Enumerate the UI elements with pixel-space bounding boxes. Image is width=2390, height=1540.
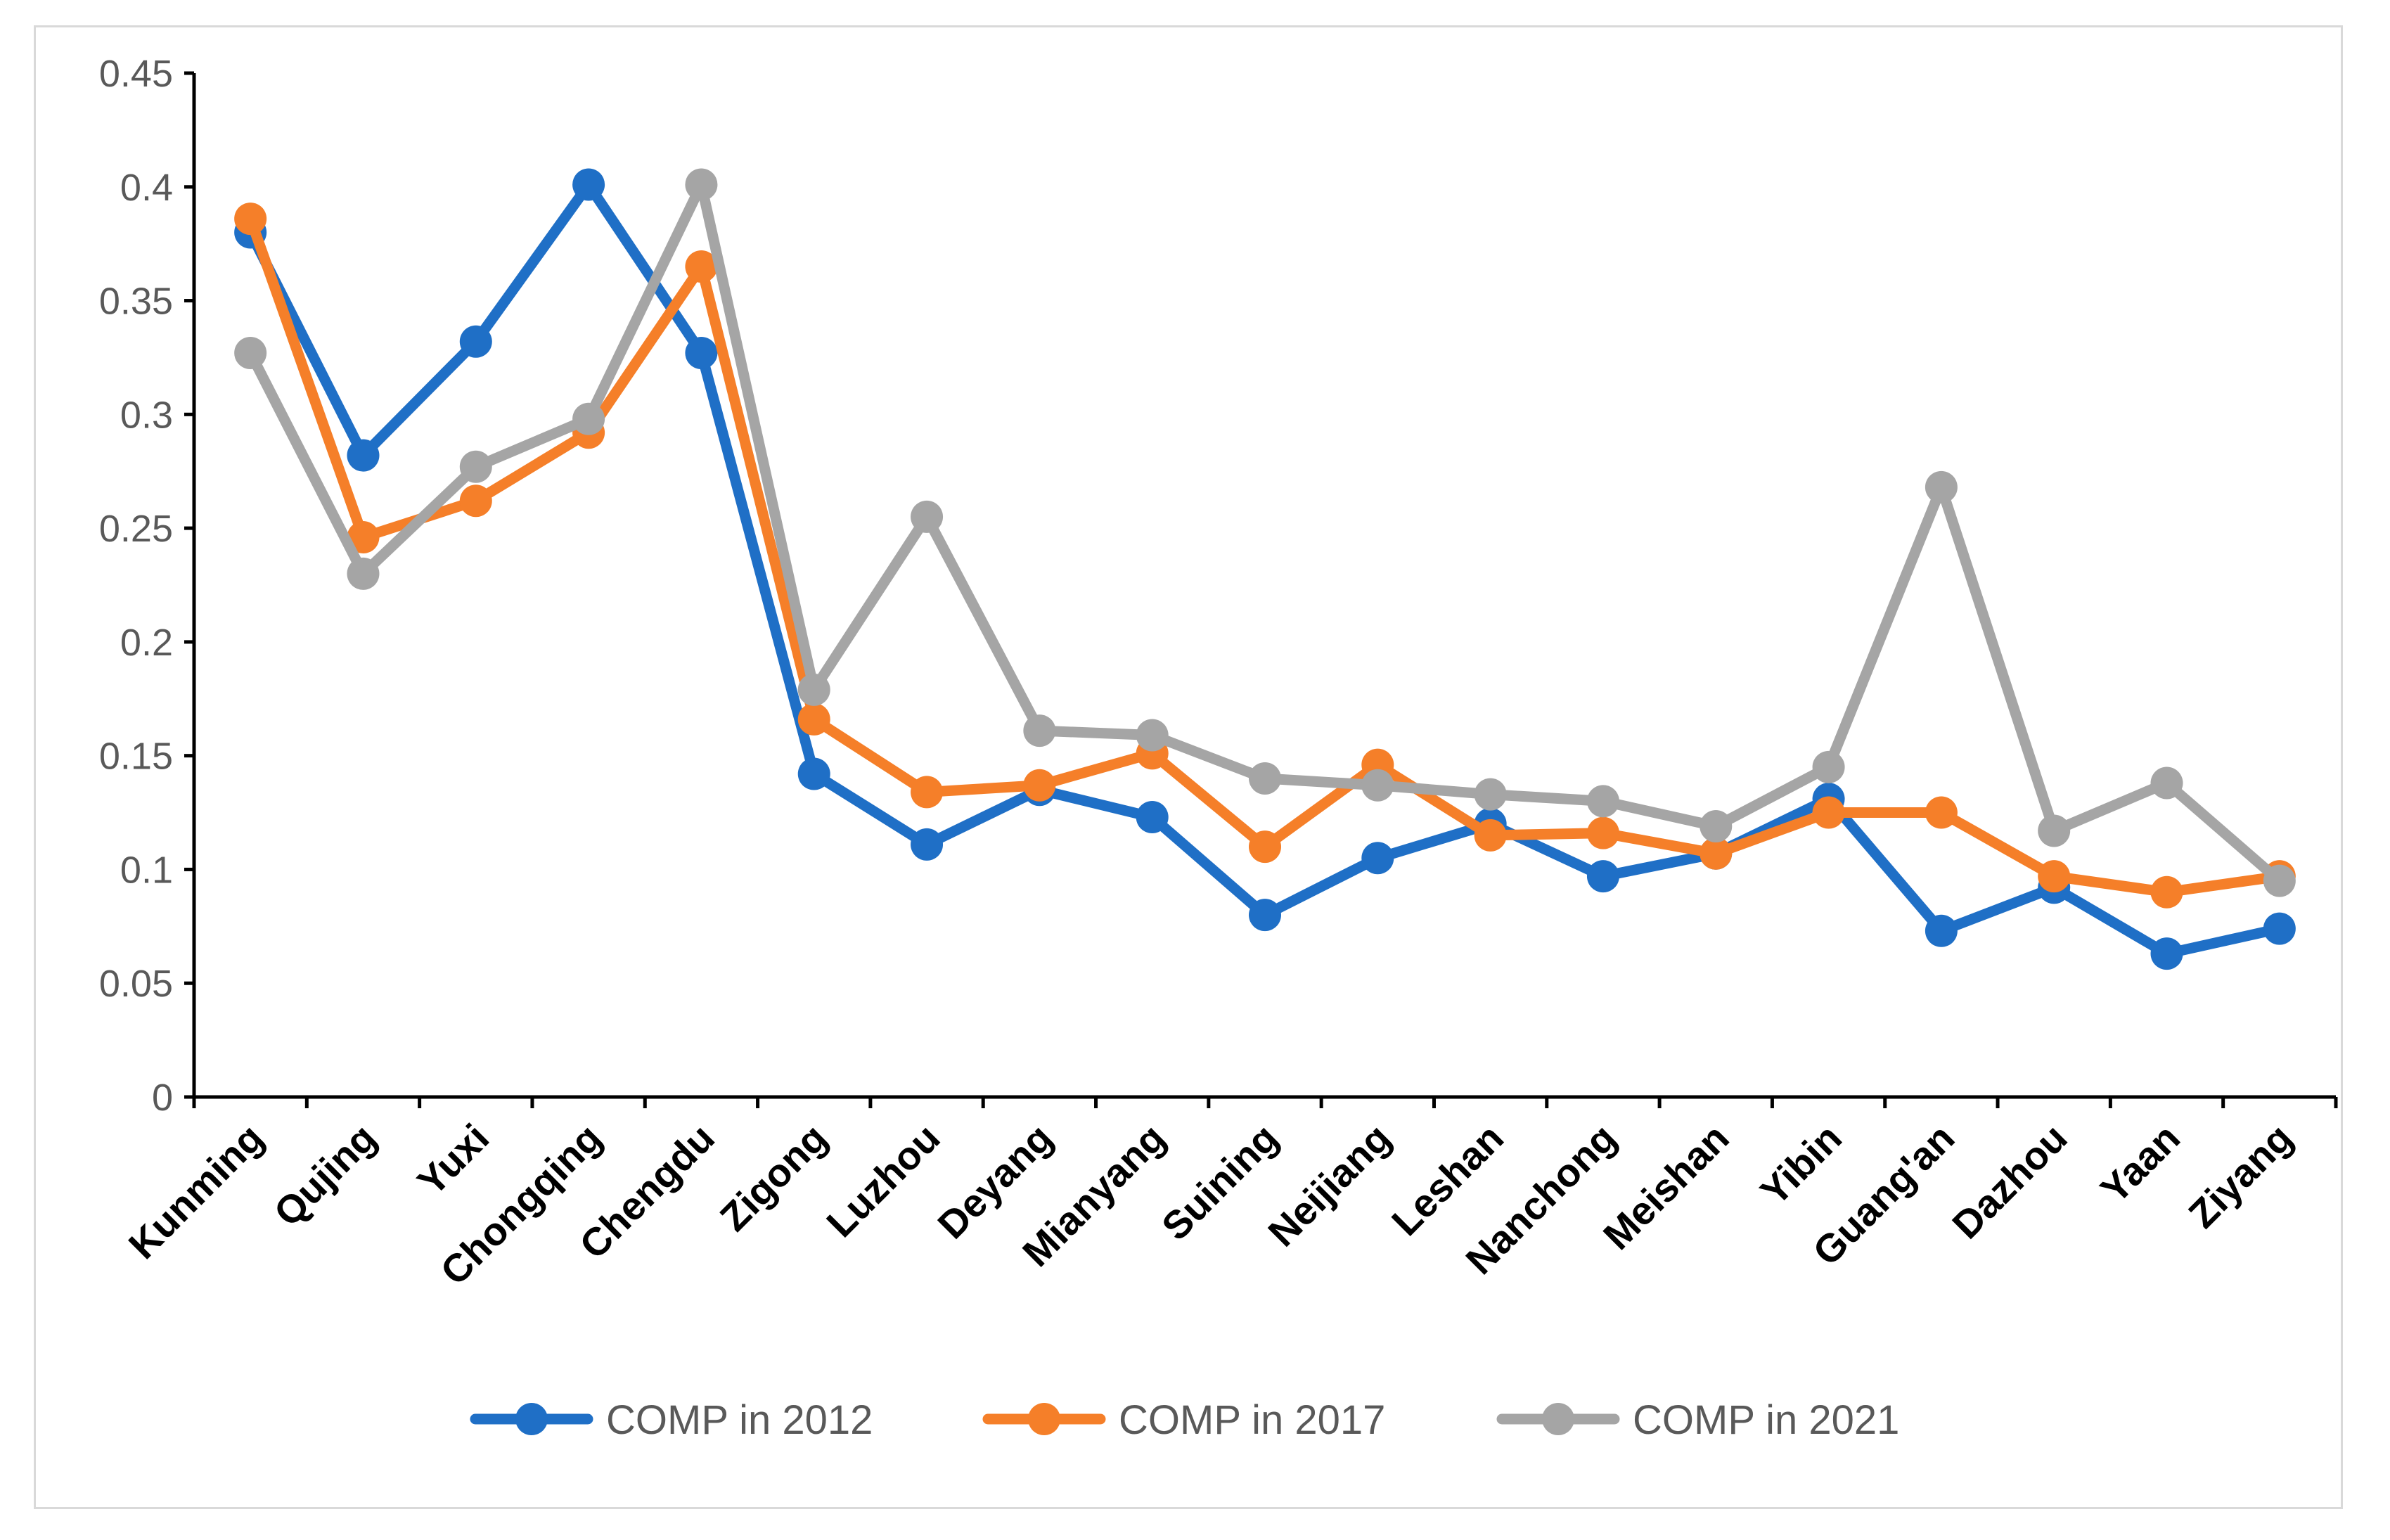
legend-marker [1542, 1403, 1574, 1435]
data-point [1361, 769, 1394, 802]
y-tick-label: 0.3 [120, 394, 173, 436]
data-point [1361, 842, 1394, 875]
x-category-label: Kunming [120, 1115, 272, 1267]
x-category-label: Luzhou [818, 1115, 948, 1245]
data-point [685, 336, 718, 369]
y-tick-label: 0.35 [99, 281, 173, 323]
legend: COMP in 2012 COMP in 2017 COMP in 2021 [470, 1397, 1899, 1443]
y-tick-label: 0.05 [99, 963, 173, 1005]
data-point [685, 168, 718, 201]
legend-marker [515, 1403, 548, 1435]
data-point [1586, 785, 1619, 818]
y-tick-label: 0 [152, 1077, 173, 1119]
data-point [797, 757, 830, 790]
x-category-label: Neijiang [1259, 1115, 1399, 1255]
data-point [1023, 769, 1056, 802]
data-point [347, 557, 380, 590]
legend-marker [1028, 1403, 1060, 1435]
data-point [572, 402, 605, 435]
data-point [572, 168, 605, 201]
data-point [2038, 814, 2071, 847]
data-point [1249, 899, 1281, 932]
data-point [911, 828, 944, 861]
data-point [2038, 860, 2071, 893]
data-point [2263, 912, 2296, 945]
x-category-label: Yibin [1752, 1115, 1850, 1214]
data-point [1925, 470, 1958, 503]
data-point [1812, 796, 1845, 829]
legend-item: COMP in 2021 [1496, 1397, 1899, 1443]
y-tick-label: 0.45 [99, 53, 173, 95]
y-tick-label: 0.4 [120, 167, 173, 209]
data-point [1586, 860, 1619, 893]
axes [192, 73, 2336, 1099]
data-point [1925, 914, 1958, 947]
data-point [2263, 864, 2296, 897]
chart-frame [34, 25, 2343, 1509]
data-point [797, 702, 830, 736]
data-point [1474, 819, 1507, 852]
data-point [234, 336, 267, 369]
data-point [1474, 778, 1507, 811]
data-point [1136, 801, 1169, 834]
y-tick-label: 0.25 [99, 508, 173, 550]
series-2 [234, 203, 2296, 909]
y-tick-label: 0.1 [120, 849, 173, 891]
data-point [1249, 830, 1281, 864]
data-point [911, 500, 944, 533]
data-point [2150, 766, 2183, 800]
data-point [234, 203, 267, 236]
x-category-label: Meishan [1595, 1115, 1737, 1258]
legend-item: COMP in 2012 [470, 1397, 873, 1443]
data-point [2150, 875, 2183, 909]
data-point [1925, 796, 1958, 829]
data-point [347, 439, 380, 472]
data-point [2150, 937, 2183, 970]
data-point [797, 673, 830, 706]
y-tick-label: 0.15 [99, 736, 173, 778]
x-category-label: Yuxi [409, 1115, 497, 1204]
x-category-label: Qujing [265, 1115, 385, 1235]
x-category-label: Dazhou [1944, 1115, 2076, 1247]
legend-label: COMP in 2017 [1119, 1397, 1385, 1443]
series-3 [234, 168, 2296, 897]
legend-label: COMP in 2021 [1633, 1397, 1899, 1443]
series-group [234, 168, 2296, 970]
data-point [685, 250, 718, 283]
y-axis-ticks: 0 0.05 0.1 0.15 0.2 0.25 0.3 0.35 0.4 0.45 [99, 53, 194, 1119]
data-point [347, 521, 380, 554]
legend-item: COMP in 2017 [982, 1397, 1385, 1443]
data-point [459, 325, 492, 358]
data-point [1700, 837, 1733, 870]
data-point [911, 776, 944, 809]
data-point [1700, 809, 1733, 842]
data-point [459, 485, 492, 518]
data-point [1023, 714, 1056, 747]
data-point [1812, 750, 1845, 783]
data-point [459, 450, 492, 483]
x-category-label: Yaan [2092, 1115, 2188, 1212]
x-category-label: Zigong [712, 1115, 835, 1239]
data-point [1136, 719, 1169, 752]
y-tick-label: 0.2 [120, 622, 173, 664]
data-point [1249, 762, 1281, 795]
data-point [1586, 816, 1619, 849]
x-category-label: Ziyang [2180, 1115, 2301, 1236]
legend-label: COMP in 2012 [606, 1397, 873, 1443]
